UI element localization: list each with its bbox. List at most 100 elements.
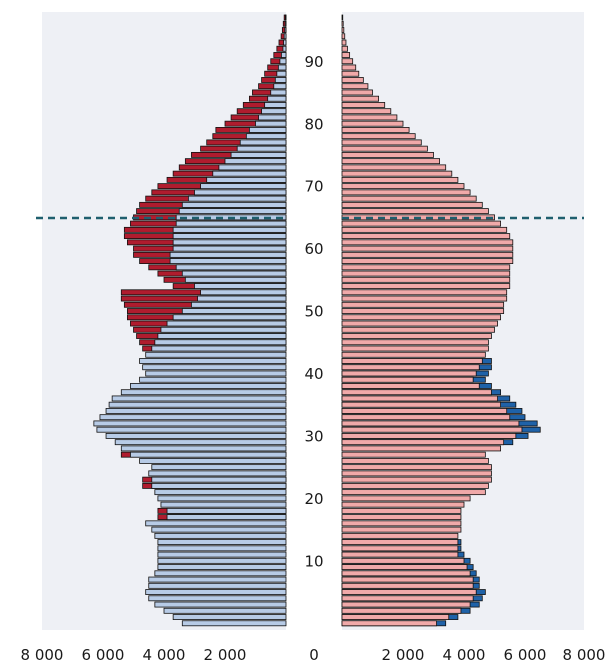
age-tick-label-50: 50 bbox=[304, 303, 323, 321]
left-bar-age-93 bbox=[283, 39, 287, 46]
right-bar-age-50 bbox=[341, 308, 505, 314]
left-bar-age-47 bbox=[160, 326, 287, 333]
left-bar-age-44 bbox=[151, 345, 287, 352]
left-bar-age-32 bbox=[93, 420, 287, 427]
right-bar-age-0 bbox=[341, 620, 437, 627]
left-bar-age-51 bbox=[191, 301, 287, 308]
left-bar-age-18 bbox=[166, 507, 287, 514]
right-bar-age-56 bbox=[341, 270, 511, 277]
right-bar-age-49 bbox=[341, 314, 502, 321]
right-bar-age-67 bbox=[341, 201, 483, 208]
age-tick-label-30: 30 bbox=[304, 428, 323, 446]
right-bar-age-66 bbox=[341, 208, 489, 215]
left-bar-age-95 bbox=[284, 27, 287, 33]
left-bar-age-76 bbox=[236, 145, 287, 152]
right-bar-age-93 bbox=[341, 39, 347, 46]
left-bar-age-34 bbox=[105, 408, 287, 414]
right-bar-age-55 bbox=[341, 276, 511, 283]
left-bar-age-74 bbox=[224, 158, 287, 165]
left-bar-age-1 bbox=[172, 614, 287, 620]
left-bar-age-61 bbox=[172, 239, 287, 246]
right-bar-age-90 bbox=[341, 58, 354, 65]
right-bar-age-74 bbox=[341, 158, 440, 165]
right-bar-age-6 bbox=[341, 582, 474, 589]
left-bar-age-37 bbox=[120, 389, 287, 396]
age-tick-label-60: 60 bbox=[304, 240, 323, 258]
right-bar-age-18 bbox=[341, 507, 462, 514]
left-bar-age-7 bbox=[148, 576, 287, 583]
right-bar-age-35 bbox=[341, 401, 502, 408]
left-bar-age-97 bbox=[284, 14, 287, 21]
right-bar-age-57 bbox=[341, 264, 511, 271]
right-bar-age-89 bbox=[341, 64, 357, 71]
left-bar-age-53 bbox=[200, 289, 287, 296]
right-bar-age-78 bbox=[341, 133, 416, 140]
right-bar-age-37 bbox=[341, 389, 492, 396]
right-bar-age-47 bbox=[341, 326, 495, 333]
right-bar-age-11 bbox=[341, 551, 459, 558]
right-bar-age-73 bbox=[341, 164, 447, 171]
x-axis-ticks: 8 000 6 000 4 000 2 000 2 000 4 000 6 000 8 000… bbox=[21, 646, 606, 664]
right-bar-age-44 bbox=[341, 345, 489, 352]
x-tick-label-left-1: 6 000 bbox=[82, 646, 125, 664]
right-bar-age-53 bbox=[341, 289, 508, 296]
right-bar-age-22 bbox=[341, 482, 489, 489]
x-tick-label-left-0: 8 000 bbox=[21, 646, 64, 664]
right-bar-age-21 bbox=[341, 489, 486, 496]
left-bar-age-78 bbox=[245, 133, 287, 140]
left-bar-age-6 bbox=[148, 582, 287, 589]
right-bar-age-2 bbox=[341, 607, 462, 614]
left-bar-age-80 bbox=[255, 120, 287, 127]
left-bar-age-88 bbox=[276, 70, 287, 77]
right-bar-age-42 bbox=[341, 358, 483, 364]
left-bar-age-9 bbox=[157, 564, 287, 570]
left-bar-age-26 bbox=[139, 457, 287, 464]
left-bar-age-40 bbox=[145, 370, 287, 377]
left-bar-age-3 bbox=[154, 601, 287, 608]
right-bar-age-58 bbox=[341, 258, 514, 264]
x-tick-label-right-1: 4 000 bbox=[443, 646, 486, 664]
left-bar-age-22 bbox=[151, 482, 287, 489]
right-bar-age-97 bbox=[341, 14, 344, 21]
left-bar-age-85 bbox=[270, 89, 287, 96]
right-bar-age-20 bbox=[341, 495, 471, 502]
left-bar-age-91 bbox=[281, 52, 287, 58]
right-bar-age-54 bbox=[341, 283, 511, 289]
right-bar-age-70 bbox=[341, 183, 465, 190]
right-bar-age-87 bbox=[341, 77, 364, 83]
age-tick-label-90: 90 bbox=[304, 53, 323, 71]
left-bar-age-39 bbox=[139, 376, 287, 383]
left-bar-age-89 bbox=[277, 64, 287, 71]
left-bar-age-38 bbox=[130, 383, 287, 389]
left-bar-age-73 bbox=[218, 164, 287, 171]
age-axis-ticks: 10 20 30 40 50 60 70 80 90 bbox=[304, 53, 323, 571]
left-bar-age-90 bbox=[279, 58, 287, 65]
left-bar-age-13 bbox=[157, 539, 287, 546]
right-bar-age-40 bbox=[341, 370, 477, 377]
right-bar-age-88 bbox=[341, 70, 360, 77]
right-bar-age-46 bbox=[341, 333, 492, 339]
right-bar-age-14 bbox=[341, 532, 459, 539]
right-bar-age-9 bbox=[341, 564, 468, 570]
left-bar-age-12 bbox=[157, 545, 287, 552]
right-bar-age-95 bbox=[341, 27, 345, 33]
left-bar-age-72 bbox=[212, 170, 287, 177]
x-tick-label-right-2: 6 000 bbox=[504, 646, 547, 664]
x-tick-label-right-0: 2 000 bbox=[382, 646, 425, 664]
right-bar-age-32 bbox=[341, 420, 520, 427]
left-bar-age-5 bbox=[145, 589, 287, 595]
right-bar-age-41 bbox=[341, 364, 480, 371]
left-bar-age-55 bbox=[184, 276, 287, 283]
right-bar-age-59 bbox=[341, 251, 514, 258]
right-bar-age-17 bbox=[341, 514, 462, 521]
left-bar-age-2 bbox=[163, 607, 287, 614]
left-bar-age-77 bbox=[239, 139, 287, 146]
right-bar-age-5 bbox=[341, 589, 477, 595]
left-bar-age-92 bbox=[282, 45, 287, 52]
right-bar-age-60 bbox=[341, 245, 514, 252]
right-bar-age-13 bbox=[341, 539, 459, 546]
right-bar-age-19 bbox=[341, 501, 465, 508]
right-bar-age-84 bbox=[341, 95, 379, 102]
right-bar-age-3 bbox=[341, 601, 471, 608]
x-tick-label-center: 0 bbox=[309, 646, 319, 664]
